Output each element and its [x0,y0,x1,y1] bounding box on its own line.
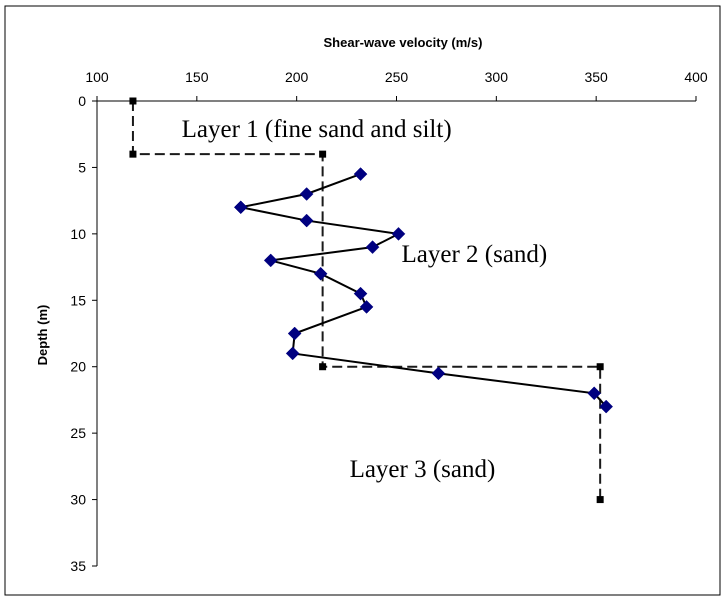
chart-border [4,5,721,596]
x-tick-label: 400 [684,69,708,85]
measured-profile-point [365,240,380,254]
measured-profile-point [353,167,368,181]
data-series [129,97,614,504]
x-axis-title: Shear-wave velocity (m/s) [324,35,483,50]
x-tick-label: 150 [185,69,209,85]
y-tick-label: 20 [70,359,86,375]
measured-profile-point [587,386,602,401]
layer-profile-point [319,150,327,158]
x-tick-label: 300 [485,69,509,85]
measured-profile-point [431,366,446,381]
measured-profile-point [287,326,302,341]
y-axis-title: Depth (m) [35,305,50,366]
measured-profile-point [391,227,406,241]
y-tick-label: 5 [78,159,86,175]
layer-profile-line [131,101,602,500]
layer-annotation: Layer 1 (fine sand and silt) [182,116,452,143]
x-tick-label: 100 [85,69,109,85]
layer-profile-point [596,363,604,371]
measured-profile-point [263,253,278,268]
measured-profile-point [353,286,368,301]
y-tick-label: 30 [70,492,86,508]
y-tick-label: 15 [70,292,86,308]
y-tick-label: 35 [70,558,86,574]
layer-profile-point [129,97,137,105]
measured-profile-point [359,300,374,314]
annotations: Layer 1 (fine sand and silt) Layer 2 (san… [182,116,548,483]
layer-annotation: Layer 2 (sand) [401,241,547,268]
measured-profile-point [233,200,248,215]
layer-annotation: Layer 3 (sand) [350,456,496,483]
layer-profile-point [319,363,327,371]
x-tick-label: 350 [584,69,608,85]
layer-profile-point [596,496,604,504]
layer-profile-point [129,150,137,158]
y-tick-label: 25 [70,425,86,441]
axes: 100 150 200 250 300 350 400 0 5 10 15 20 25 30 35 [70,69,707,574]
measured-profile-point [599,399,614,414]
x-tick-label: 200 [285,69,309,85]
measured-profile-point [299,213,314,228]
y-tick-label: 0 [78,93,86,109]
measured-profile-point [313,266,328,281]
measured-profile-point [299,187,314,201]
y-tick-label: 10 [70,226,86,242]
x-tick-label: 250 [385,69,409,85]
measured-profile-point [285,346,300,361]
